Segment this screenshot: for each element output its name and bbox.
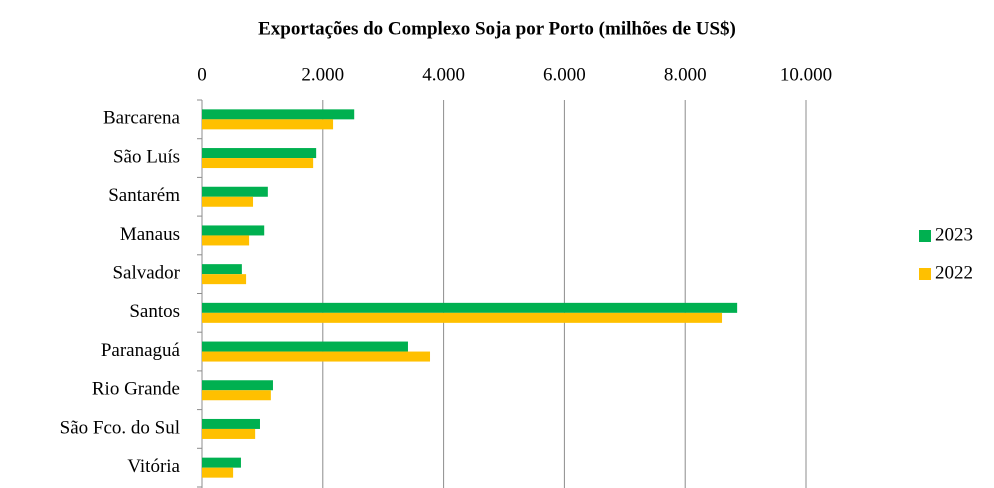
bar (202, 148, 317, 159)
bar (202, 418, 260, 429)
bar (202, 467, 234, 478)
legend-label: 2022 (935, 262, 973, 283)
bar (202, 390, 271, 401)
bar (202, 264, 242, 275)
x-tick-label: 8.000 (664, 64, 707, 85)
y-tick-label: Paranaguá (101, 340, 181, 361)
chart-title: Exportações do Complexo Soja por Porto (… (258, 18, 736, 39)
y-tick-label: Rio Grande (92, 379, 180, 400)
bar (202, 109, 355, 120)
x-tick-label: 2.000 (301, 64, 344, 85)
x-tick-label: 0 (197, 64, 207, 85)
bar (202, 341, 408, 352)
bar (202, 312, 723, 323)
bar (202, 302, 738, 313)
y-tick-label: Santos (129, 301, 180, 322)
legend-label: 2023 (935, 224, 973, 245)
bar (202, 428, 256, 439)
bar (202, 119, 334, 130)
bar (202, 380, 273, 391)
bar (202, 351, 431, 362)
bar (202, 457, 241, 468)
y-tick-label: São Fco. do Sul (60, 417, 180, 438)
y-tick-label: Manaus (120, 224, 180, 245)
x-tick-label: 10.000 (780, 64, 832, 85)
x-tick-label: 6.000 (543, 64, 586, 85)
legend-swatch (919, 268, 931, 280)
bar (202, 225, 265, 236)
bar (202, 158, 314, 169)
y-tick-label: Santarém (108, 185, 180, 206)
legend-swatch (919, 230, 931, 242)
y-tick-label: Barcarena (103, 108, 181, 129)
y-tick-label: Vitória (127, 456, 180, 477)
bar (202, 235, 250, 246)
bar (202, 196, 254, 207)
x-tick-label: 4.000 (422, 64, 465, 85)
bar (202, 186, 268, 197)
y-tick-label: São Luís (113, 146, 180, 167)
y-tick-label: Salvador (112, 263, 180, 284)
bar (202, 274, 247, 285)
